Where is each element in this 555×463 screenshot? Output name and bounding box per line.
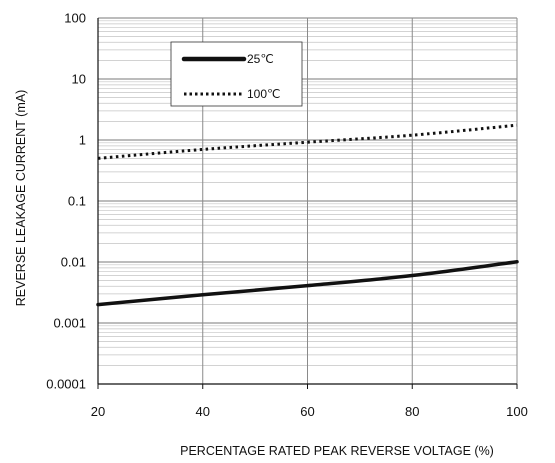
x-tick-label: 20 (91, 404, 105, 419)
legend: 25℃ 100℃ (170, 41, 303, 107)
y-axis-label: REVERSE LEAKAGE CURRENT (mA) (14, 90, 28, 306)
grid (97, 17, 518, 385)
series-line-1 (97, 123, 518, 160)
tick-labels: 100 10 1 0.1 0.01 0.001 0.0001 20 40 60 80 100 (46, 11, 528, 420)
x-tick-label: 40 (196, 404, 210, 419)
series-group (96, 123, 519, 307)
y-tick-label: 10 (72, 72, 86, 87)
series-line-0 (96, 259, 519, 307)
y-tick-label: 0.0001 (46, 377, 86, 392)
y-tick-label: 1 (79, 133, 86, 148)
x-tick-label: 60 (300, 404, 314, 419)
axes (97, 18, 518, 389)
legend-label-100c: 100℃ (247, 87, 281, 101)
y-tick-label: 100 (64, 11, 86, 26)
legend-box (170, 41, 303, 107)
y-tick-label: 0.01 (61, 255, 86, 270)
x-tick-label: 80 (405, 404, 419, 419)
x-axis-label: PERCENTAGE RATED PEAK REVERSE VOLTAGE (%… (180, 444, 494, 458)
y-tick-label: 0.1 (68, 194, 86, 209)
legend-label-25c: 25℃ (247, 52, 274, 66)
y-tick-label: 0.001 (53, 316, 86, 331)
x-tick-label: 100 (506, 404, 528, 419)
